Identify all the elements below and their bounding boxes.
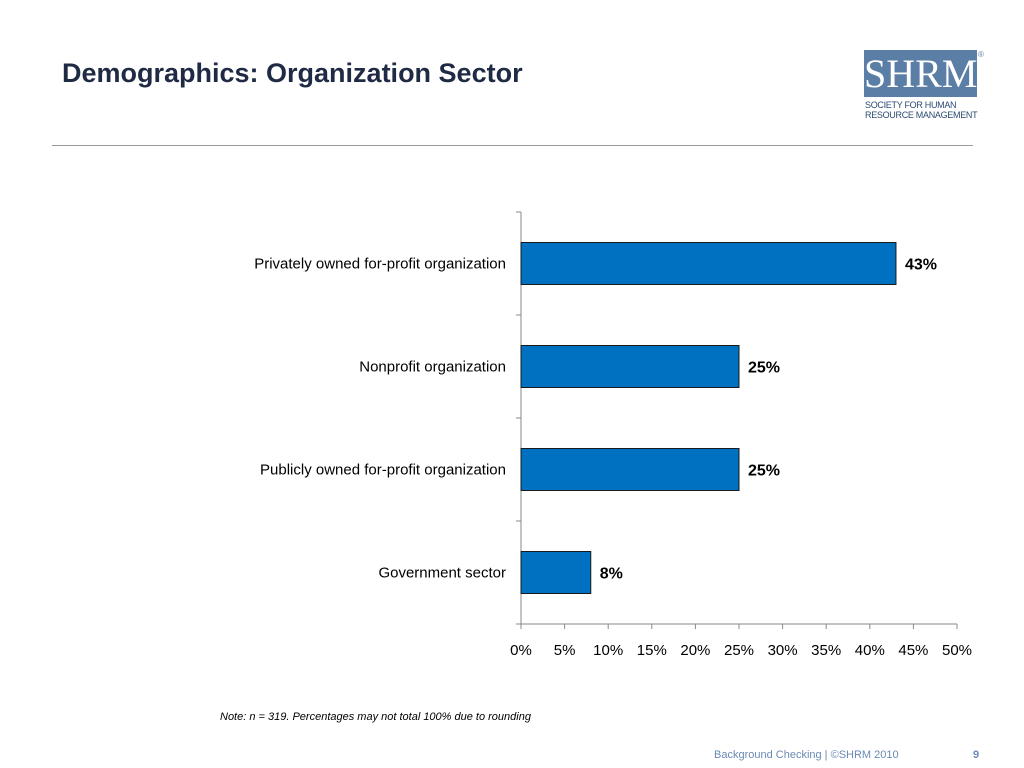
chart-note: Note: n = 319. Percentages may not total… xyxy=(220,711,531,723)
category-label: Government sector xyxy=(378,565,506,582)
x-tick-label: 10% xyxy=(593,642,623,659)
data-label: 25% xyxy=(748,360,780,377)
data-label: 25% xyxy=(748,463,780,480)
category-label: Publicly owned for-profit organization xyxy=(260,462,506,479)
bar xyxy=(520,242,897,285)
x-tick-label: 30% xyxy=(768,642,798,659)
x-tick-label: 40% xyxy=(855,642,885,659)
x-tick-label: 5% xyxy=(554,642,576,659)
x-tick-label: 15% xyxy=(637,642,667,659)
bar xyxy=(520,551,592,594)
data-label: 43% xyxy=(905,257,937,274)
x-tick-label: 35% xyxy=(811,642,841,659)
page-number: 9 xyxy=(973,749,980,761)
slide-title: Demographics: Organization Sector xyxy=(62,58,523,88)
category-label: Nonprofit organization xyxy=(359,359,506,376)
logo-line-1: SOCIETY FOR HUMAN xyxy=(865,100,957,110)
x-tick-label: 0% xyxy=(510,642,532,659)
x-tick-label: 20% xyxy=(680,642,710,659)
category-label: Privately owned for-profit organization xyxy=(254,256,506,273)
shrm-logo-mark: SHRM xyxy=(864,50,978,97)
footer-text: Background Checking | ©SHRM 2010 xyxy=(714,749,899,761)
x-tick-label: 25% xyxy=(724,642,754,659)
x-tick-label: 45% xyxy=(898,642,928,659)
bar xyxy=(520,345,740,388)
data-label: 8% xyxy=(600,566,623,583)
shrm-logo: SHRM ® SOCIETY FOR HUMAN RESOURCE MANAGE… xyxy=(864,50,984,122)
logo-line-2: RESOURCE MANAGEMENT xyxy=(865,110,978,120)
x-tick-label: 50% xyxy=(942,642,972,659)
registered-mark: ® xyxy=(978,50,984,59)
bar xyxy=(520,448,740,491)
title-divider xyxy=(52,145,973,146)
